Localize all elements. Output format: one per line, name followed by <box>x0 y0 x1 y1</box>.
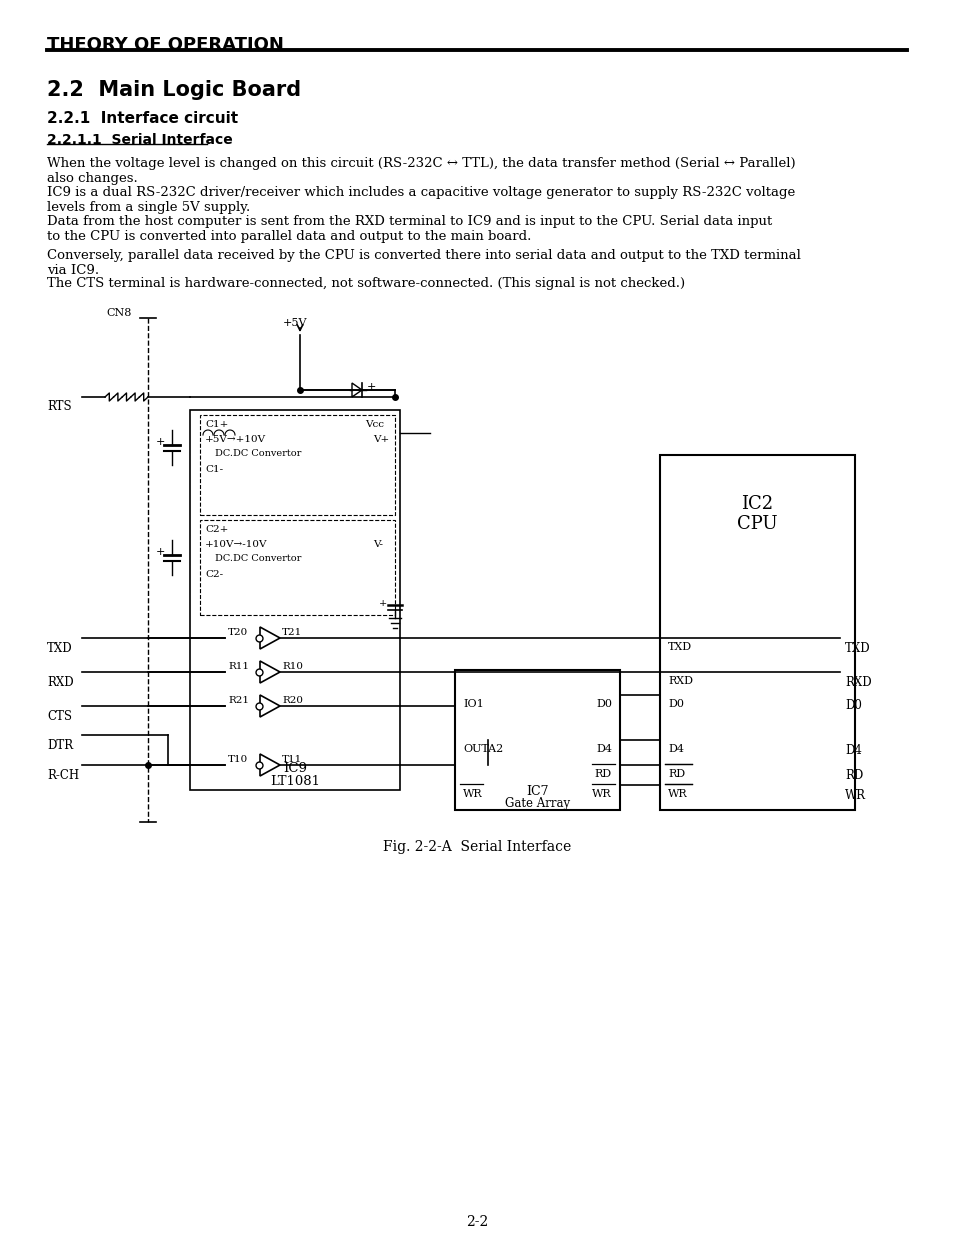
Text: DC.DC Convertor: DC.DC Convertor <box>214 450 301 458</box>
Text: RTS: RTS <box>47 400 71 412</box>
Text: V+: V+ <box>373 435 389 445</box>
Text: D0: D0 <box>667 699 683 709</box>
Bar <box>200 520 395 615</box>
Text: LT1081: LT1081 <box>270 776 319 788</box>
Text: D4: D4 <box>844 743 861 757</box>
Text: IC9: IC9 <box>283 762 307 776</box>
Text: R11: R11 <box>228 662 249 671</box>
Text: RD: RD <box>595 769 612 779</box>
Text: When the voltage level is changed on this circuit (RS-232C ↔ TTL), the data tran: When the voltage level is changed on thi… <box>47 157 795 185</box>
Text: R21: R21 <box>228 697 249 705</box>
Text: THEORY OF OPERATION: THEORY OF OPERATION <box>47 36 284 54</box>
Text: Conversely, parallel data received by the CPU is converted there into serial dat: Conversely, parallel data received by th… <box>47 249 800 277</box>
Text: WR: WR <box>462 789 482 799</box>
Text: T21: T21 <box>282 629 302 637</box>
Text: The CTS terminal is hardware-connected, not software-connected. (This signal is : The CTS terminal is hardware-connected, … <box>47 277 684 290</box>
Text: +: + <box>378 599 387 608</box>
Text: +5V→+10V: +5V→+10V <box>205 435 266 445</box>
Text: R-CH: R-CH <box>47 769 79 782</box>
Text: OUTA2: OUTA2 <box>462 743 503 755</box>
Text: RD: RD <box>844 769 862 782</box>
Bar <box>190 410 399 790</box>
Text: CPU: CPU <box>737 515 777 534</box>
Text: DC.DC Convertor: DC.DC Convertor <box>214 555 301 563</box>
Text: 2.2.1.1  Serial Interface: 2.2.1.1 Serial Interface <box>47 133 233 147</box>
Text: IC9 is a dual RS-232C driver/receiver which includes a capacitive voltage genera: IC9 is a dual RS-232C driver/receiver wh… <box>47 186 795 214</box>
Text: C1+: C1+ <box>205 420 228 429</box>
Text: IC2: IC2 <box>740 495 773 513</box>
Text: Fig. 2-2-A  Serial Interface: Fig. 2-2-A Serial Interface <box>382 840 571 853</box>
Text: D4: D4 <box>596 743 612 755</box>
Text: R20: R20 <box>282 697 303 705</box>
Text: C1-: C1- <box>205 466 223 474</box>
Bar <box>659 454 854 810</box>
Text: TXD: TXD <box>667 642 691 652</box>
Text: CN8: CN8 <box>107 308 132 317</box>
Text: 2.2  Main Logic Board: 2.2 Main Logic Board <box>47 80 301 100</box>
Text: RXD: RXD <box>844 676 871 689</box>
Text: RXD: RXD <box>667 676 692 685</box>
Text: V-: V- <box>373 540 382 550</box>
Text: +5V: +5V <box>282 317 307 329</box>
Text: 2.2.1  Interface circuit: 2.2.1 Interface circuit <box>47 111 238 126</box>
Text: T10: T10 <box>228 755 248 764</box>
Text: C2-: C2- <box>205 571 223 579</box>
Text: D0: D0 <box>596 699 612 709</box>
Text: +: + <box>155 547 165 557</box>
Text: WR: WR <box>844 789 865 802</box>
Text: C2+: C2+ <box>205 525 228 534</box>
Text: IO1: IO1 <box>462 699 483 709</box>
Text: DTR: DTR <box>47 739 73 752</box>
Text: +10V→-10V: +10V→-10V <box>205 540 267 550</box>
Text: TXD: TXD <box>47 642 72 655</box>
Text: D4: D4 <box>667 743 683 755</box>
Text: TXD: TXD <box>844 642 870 655</box>
Text: +: + <box>367 382 376 391</box>
Text: CTS: CTS <box>47 710 71 722</box>
Text: Gate Array: Gate Array <box>504 797 570 810</box>
Text: Data from the host computer is sent from the RXD terminal to IC9 and is input to: Data from the host computer is sent from… <box>47 215 771 243</box>
Text: D0: D0 <box>844 699 861 713</box>
Text: RXD: RXD <box>47 676 73 689</box>
Text: Vcc: Vcc <box>365 420 384 429</box>
Text: T20: T20 <box>228 629 248 637</box>
Text: 2-2: 2-2 <box>465 1215 488 1229</box>
Text: IC7: IC7 <box>526 785 548 798</box>
Text: RD: RD <box>667 769 684 779</box>
Text: WR: WR <box>667 789 687 799</box>
Text: R10: R10 <box>282 662 303 671</box>
Text: WR: WR <box>592 789 612 799</box>
Text: T11: T11 <box>282 755 302 764</box>
Bar <box>200 415 395 515</box>
Text: +: + <box>155 437 165 447</box>
Bar <box>455 671 619 810</box>
